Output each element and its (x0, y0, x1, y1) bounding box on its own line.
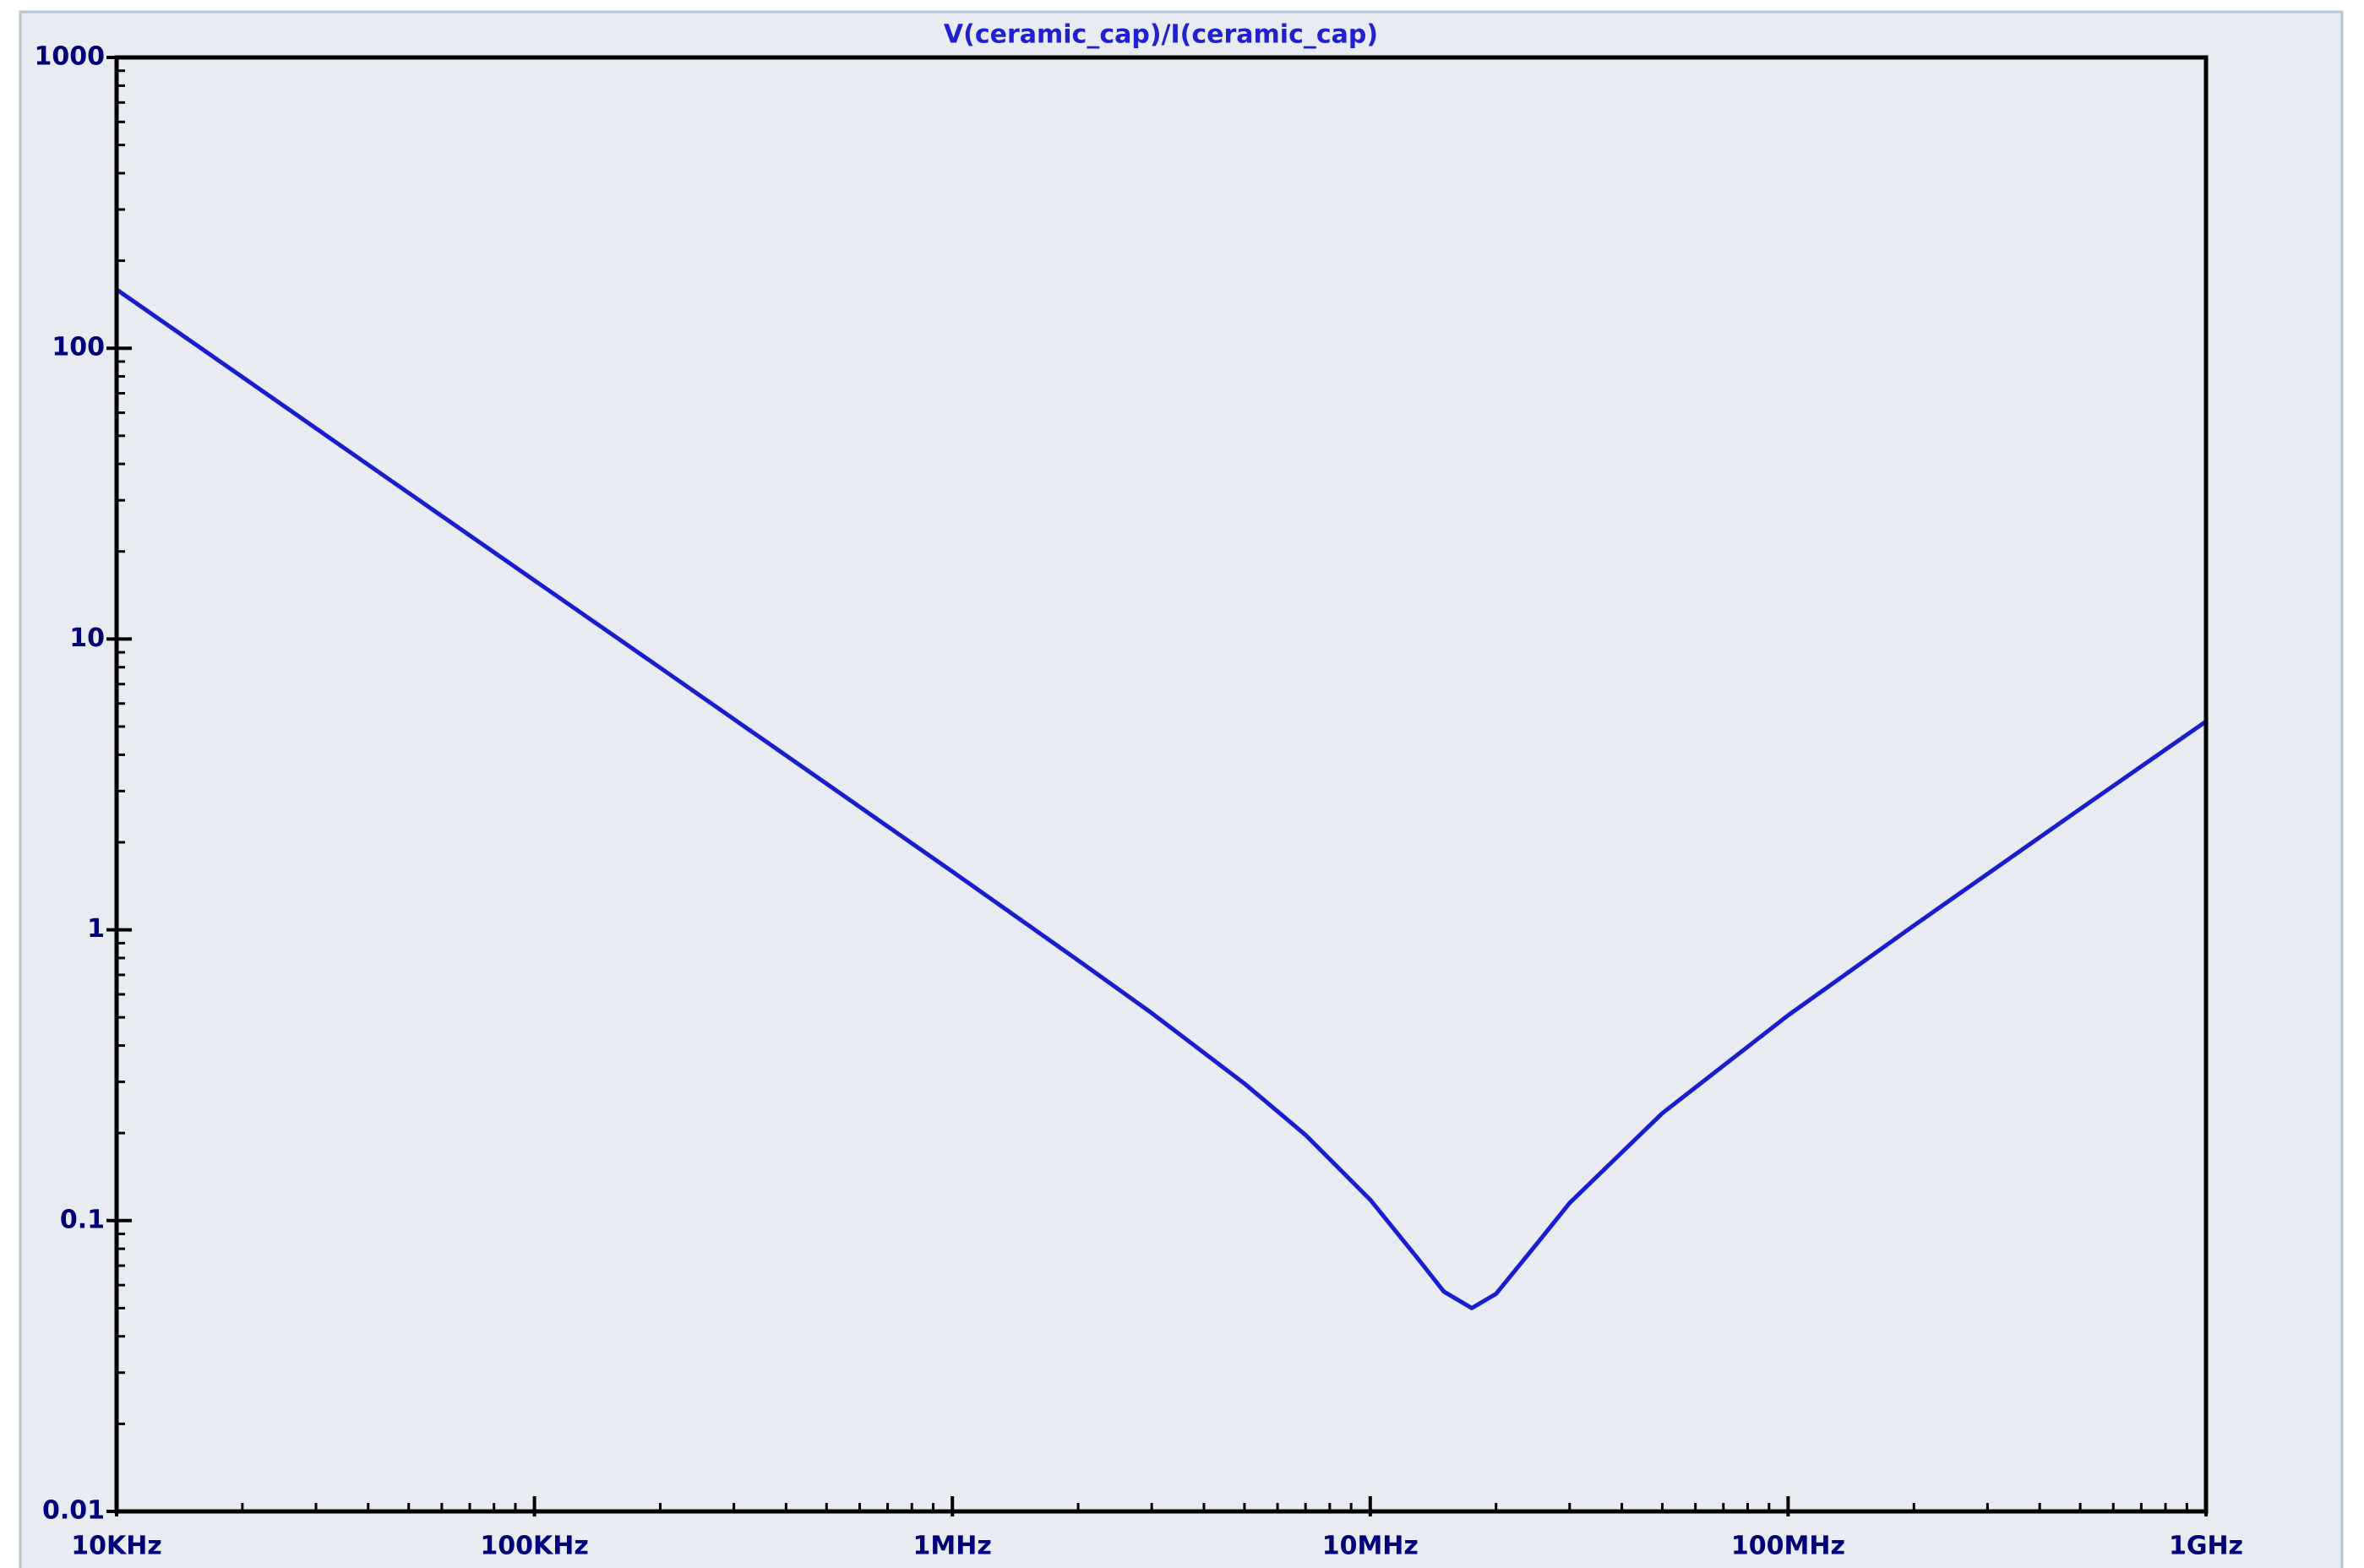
x-tick-label: 1GHz (2169, 1532, 2243, 1561)
y-tick-label: 10 (69, 623, 105, 653)
x-tick-label: 100KHz (480, 1532, 588, 1561)
chart-title: V(ceramic_cap)/I(ceramic_cap) (944, 20, 1378, 50)
plot-border (114, 55, 2209, 1514)
y-tick-label: 100 (52, 333, 105, 362)
y-tick-label: 0.01 (42, 1496, 105, 1526)
x-tick-label: 10MHz (1322, 1532, 1419, 1561)
x-tick-label: 1MHz (913, 1532, 992, 1561)
x-tick-label: 100MHz (1731, 1532, 1845, 1561)
x-tick-label: 10KHz (71, 1532, 162, 1561)
y-tick-label: 0.1 (60, 1205, 105, 1234)
impedance-line (115, 287, 2208, 1310)
y-tick-label: 1000 (35, 42, 106, 72)
y-tick-label: 1 (87, 914, 105, 944)
plot-panel (19, 10, 2344, 1568)
